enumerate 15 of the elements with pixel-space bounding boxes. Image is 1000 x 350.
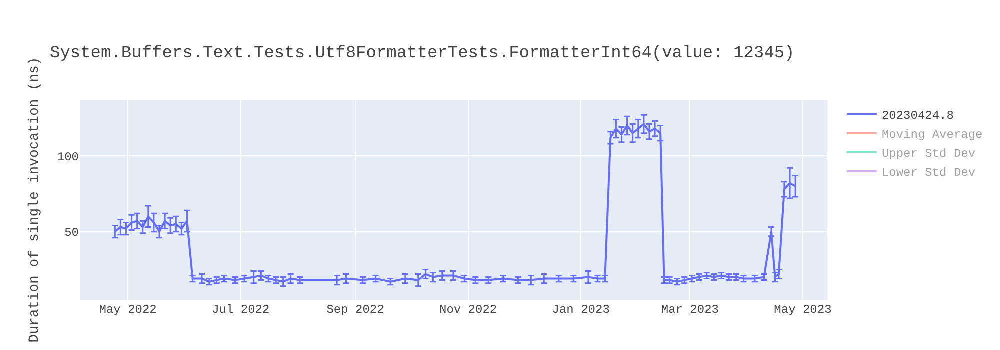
x-tick-label: May 2023 <box>774 303 832 317</box>
y-tick-label: 50 <box>64 226 79 240</box>
y-axis-title: Duration of single invocation (ns) <box>26 57 43 343</box>
x-tick-label: Jan 2023 <box>552 303 610 317</box>
legend-label: 20230424.8 <box>882 109 954 124</box>
legend-label: Lower Std Dev <box>882 166 976 180</box>
x-tick-label: Nov 2022 <box>439 303 498 317</box>
x-tick-label: May 2022 <box>99 303 157 317</box>
legend-label: Upper Std Dev <box>882 147 976 162</box>
x-tick-label: Sep 2022 <box>326 303 384 317</box>
legend-label: Moving Average <box>882 128 983 142</box>
x-tick-label: Jul 2022 <box>212 303 270 317</box>
chart-title: System.Buffers.Text.Tests.Utf8FormatterTests.FormatterInt64(value: 12345) <box>50 44 795 64</box>
x-tick-label: Mar 2023 <box>661 303 719 317</box>
y-tick-label: 100 <box>57 150 79 164</box>
